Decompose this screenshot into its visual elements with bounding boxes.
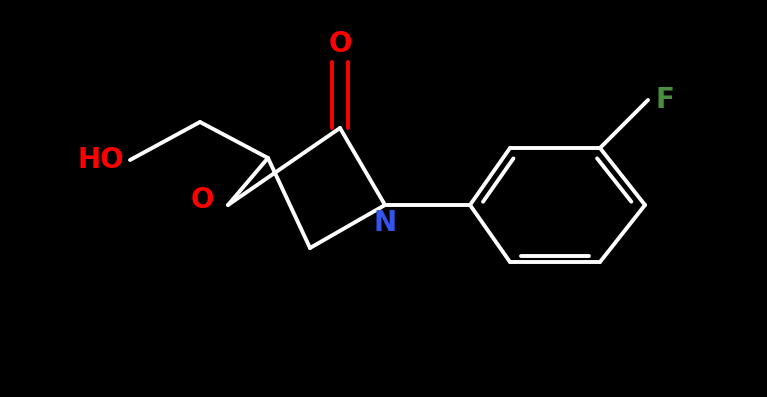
Text: HO: HO (77, 146, 123, 174)
Text: O: O (328, 30, 352, 58)
Text: F: F (656, 86, 674, 114)
Text: O: O (191, 186, 214, 214)
Text: N: N (374, 209, 397, 237)
